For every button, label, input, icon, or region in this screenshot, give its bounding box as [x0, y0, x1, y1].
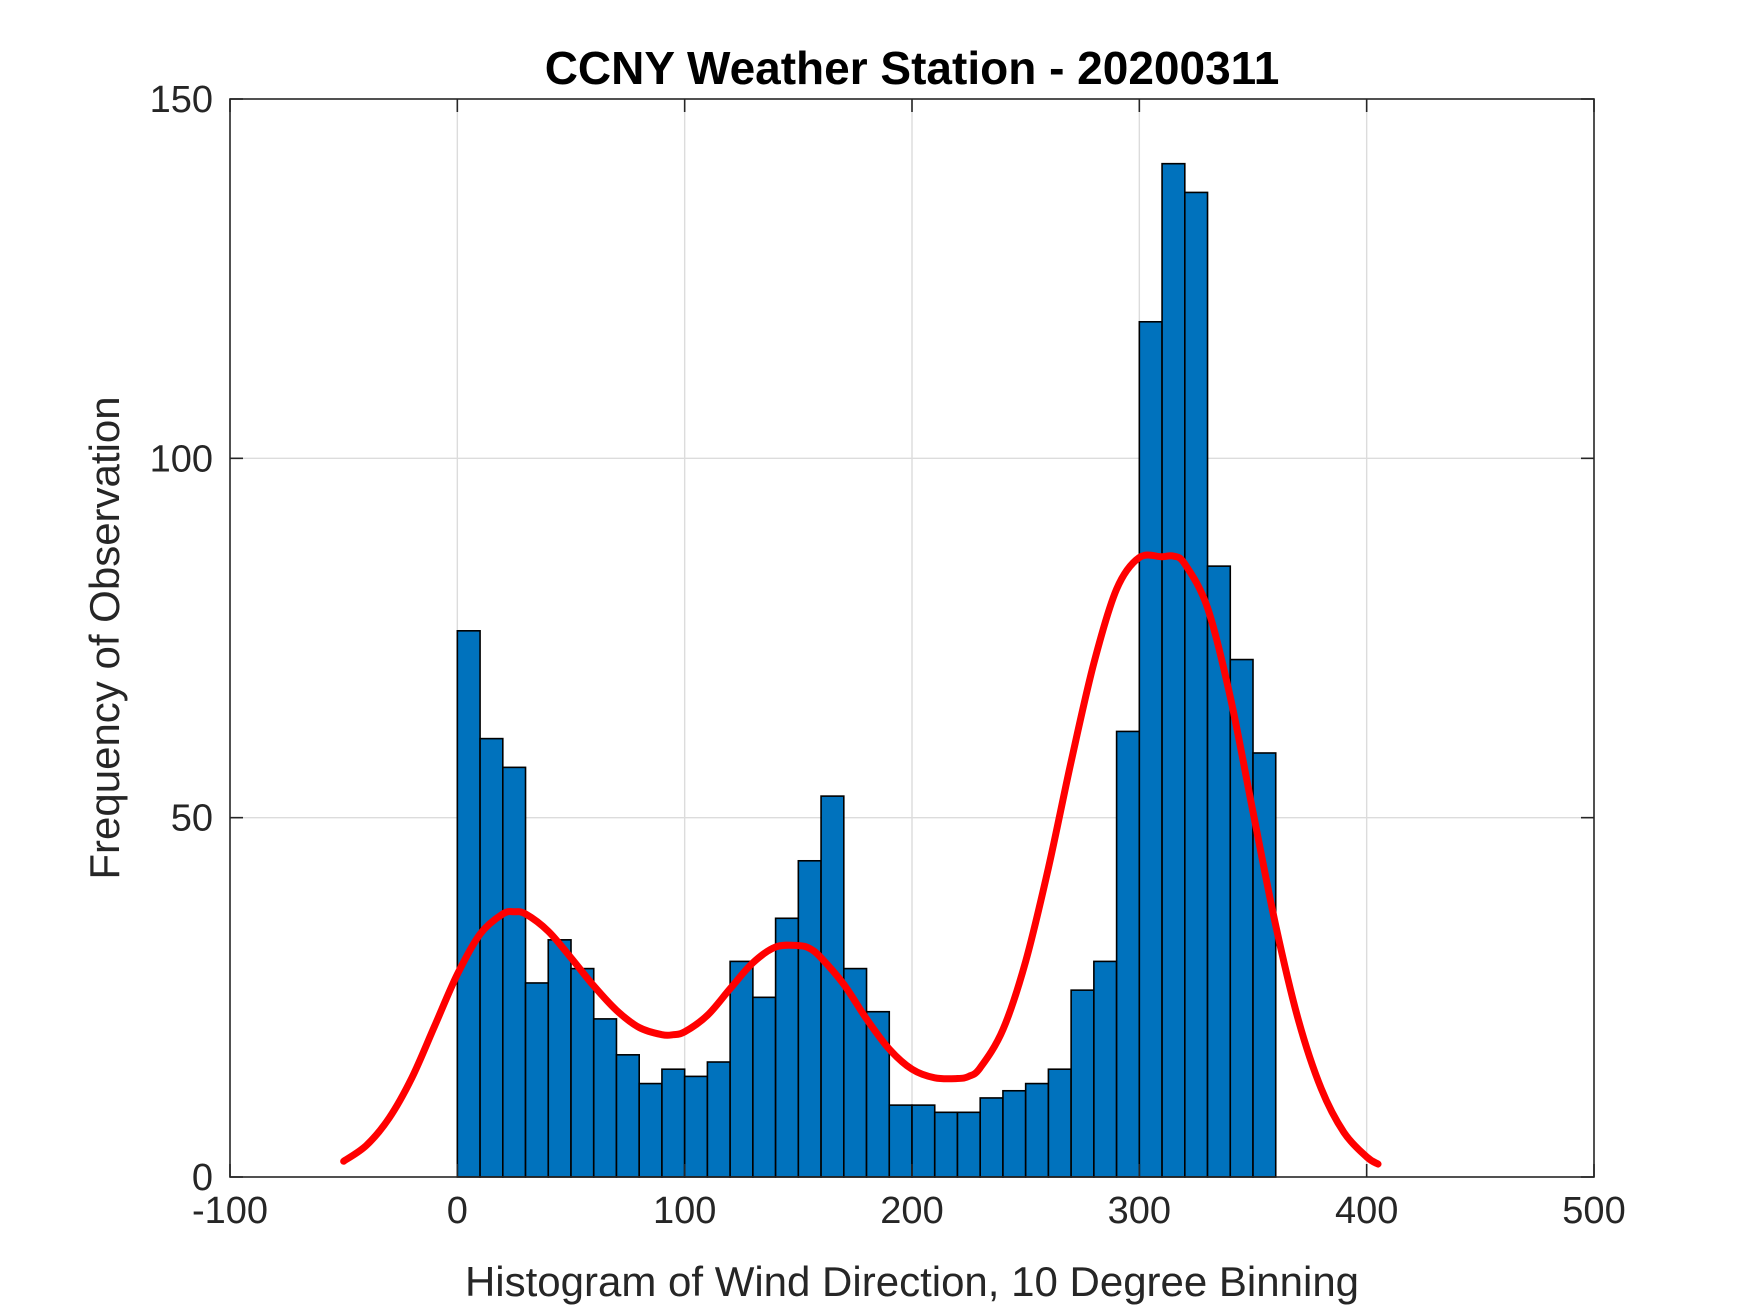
- histogram-bar: [956, 1111, 982, 1178]
- histogram-bar: [774, 917, 800, 1178]
- y-tick-label: 100: [150, 438, 213, 480]
- x-tick-label: -100: [192, 1190, 268, 1232]
- histogram-bar: [501, 766, 527, 1178]
- histogram-bar: [638, 1082, 663, 1178]
- x-tick-label: 400: [1335, 1190, 1398, 1232]
- chart-title: CCNY Weather Station - 20200311: [545, 42, 1280, 94]
- x-tick-label: 500: [1562, 1190, 1625, 1232]
- histogram-bar: [1093, 960, 1118, 1178]
- histogram-bar: [1047, 1068, 1072, 1178]
- x-axis-label: Histogram of Wind Direction, 10 Degree B…: [465, 1258, 1359, 1305]
- x-tick-label: 0: [447, 1190, 468, 1232]
- histogram-bar: [479, 737, 504, 1178]
- x-tick-label: 100: [653, 1190, 716, 1232]
- fit-curve-layer: [340, 551, 1382, 1168]
- histogram-bar: [570, 967, 595, 1178]
- histogram-bar: [888, 1104, 913, 1178]
- fit-curve-line: [340, 551, 1382, 1168]
- histogram-bar: [524, 982, 550, 1178]
- histogram-bar: [1138, 320, 1163, 1178]
- histogram-bar: [1161, 162, 1186, 1178]
- x-tick-label: 200: [880, 1190, 943, 1232]
- histogram-bar: [1070, 989, 1095, 1178]
- histogram-bar: [1002, 1089, 1027, 1178]
- histogram-bar: [706, 1061, 731, 1178]
- histogram-bar: [933, 1111, 959, 1178]
- y-tick-label: 0: [192, 1157, 213, 1199]
- x-tick-label: 300: [1108, 1190, 1171, 1232]
- histogram-bar: [729, 960, 754, 1178]
- histogram-bar: [615, 1054, 641, 1178]
- histogram-bar: [1184, 191, 1209, 1178]
- histogram-bar: [661, 1068, 686, 1178]
- histogram-bar: [820, 795, 845, 1178]
- histogram-bar: [1115, 730, 1141, 1178]
- histogram-bar: [456, 630, 481, 1178]
- histogram-bars: [456, 162, 1277, 1178]
- y-tick-label: 150: [150, 79, 213, 121]
- y-axis-label: Frequency of Observation: [81, 396, 128, 879]
- histogram-bar: [1024, 1082, 1050, 1178]
- histogram-bar: [797, 859, 822, 1178]
- histogram-bar: [683, 1075, 709, 1178]
- y-tick-label: 50: [171, 798, 213, 840]
- histogram-bar: [752, 996, 777, 1178]
- histogram-bar: [592, 1018, 618, 1178]
- histogram-bar: [911, 1104, 936, 1178]
- histogram-bar: [979, 1097, 1004, 1178]
- histogram-bar: [547, 939, 572, 1178]
